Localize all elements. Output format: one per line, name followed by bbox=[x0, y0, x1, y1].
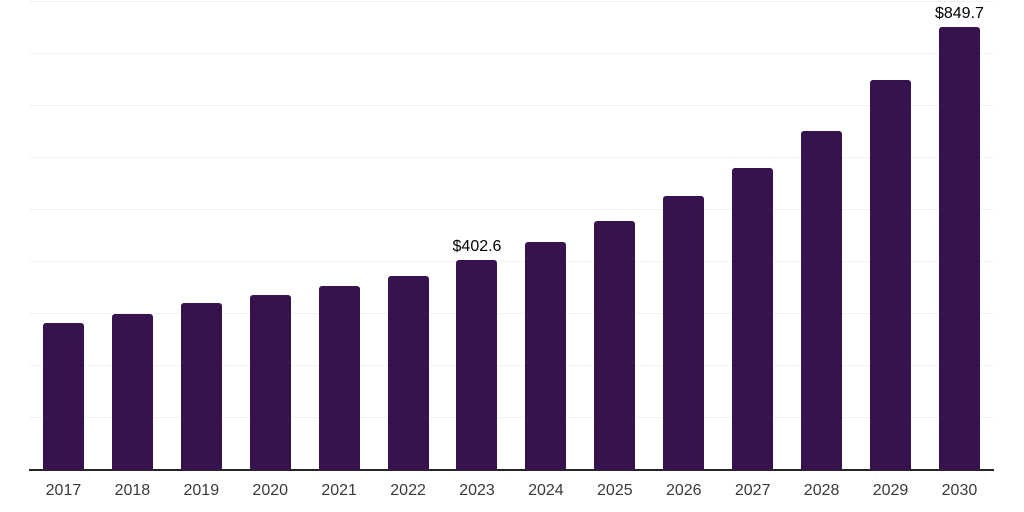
x-tick-label-2019: 2019 bbox=[183, 482, 220, 499]
x-tick-label-2029: 2029 bbox=[872, 482, 909, 499]
x-axis-tick-labels: 2017 2018 2019 2020 2021 2022 2023 2024 2025 2026… bbox=[29, 481, 994, 500]
x-tick-label-2023: 2023 bbox=[459, 482, 495, 499]
x-tick-label-2021: 2021 bbox=[321, 482, 357, 499]
gridline-300 bbox=[29, 313, 994, 315]
x-tick-label-2025: 2025 bbox=[597, 482, 633, 499]
gridline-800 bbox=[29, 53, 994, 55]
bar-2020 bbox=[249, 294, 291, 470]
bar-slot-2029 bbox=[856, 1, 925, 470]
bar-2022 bbox=[387, 275, 429, 470]
x-tick-label-2026: 2026 bbox=[665, 482, 702, 499]
bar-2019 bbox=[180, 302, 222, 470]
x-tick-label-2027: 2027 bbox=[734, 482, 771, 499]
bar-slot-2019 bbox=[167, 1, 236, 470]
bar-2017 bbox=[42, 323, 84, 470]
gridline-600 bbox=[29, 157, 994, 159]
bar-slot-2024 bbox=[511, 1, 580, 470]
bar-slot-2027 bbox=[718, 1, 787, 470]
x-tick-label-2028: 2028 bbox=[803, 482, 840, 499]
bar-slot-2030: $849.7 bbox=[925, 1, 994, 470]
gridline-500 bbox=[29, 209, 994, 211]
x-tick-label-2020: 2020 bbox=[252, 482, 289, 499]
x-tick-label-2024: 2024 bbox=[528, 482, 564, 499]
bar-2026 bbox=[663, 196, 705, 470]
x-tick-label-2017: 2017 bbox=[45, 482, 82, 499]
x-tick-label-2018: 2018 bbox=[114, 482, 151, 499]
bar-2027 bbox=[732, 167, 774, 470]
x-axis-line bbox=[29, 469, 994, 471]
bar-2024 bbox=[525, 242, 567, 470]
bar-slot-2028 bbox=[787, 1, 856, 470]
x-tick-label-2030: 2030 bbox=[941, 482, 978, 499]
bar-slot-2021 bbox=[305, 1, 374, 470]
bar-2029 bbox=[870, 80, 912, 470]
bar-2025 bbox=[594, 220, 636, 470]
gridline-200 bbox=[29, 365, 994, 367]
bar-slot-2026 bbox=[649, 1, 718, 470]
bar-slot-2023: $402.6 bbox=[443, 1, 512, 470]
bar-slot-2025 bbox=[580, 1, 649, 470]
bar-value-label-2023: $402.6 bbox=[452, 237, 502, 255]
bar-2018 bbox=[111, 314, 153, 470]
bar-slot-2020 bbox=[236, 1, 305, 470]
bar-2023 bbox=[456, 259, 498, 470]
plot-area: $402.6 $849.7 bbox=[29, 1, 994, 470]
gridline-900 bbox=[29, 1, 994, 2]
gridline-100 bbox=[29, 417, 994, 419]
bar-slot-2022 bbox=[374, 1, 443, 470]
bar-2021 bbox=[318, 286, 360, 470]
x-tick-label-2022: 2022 bbox=[390, 482, 426, 499]
bar-slot-2018 bbox=[98, 1, 167, 470]
bar-slot-2017 bbox=[29, 1, 98, 470]
bar-value-label-2030: $849.7 bbox=[934, 5, 984, 23]
bar-2028 bbox=[801, 131, 843, 470]
gridline-700 bbox=[29, 105, 994, 107]
bar-2030 bbox=[938, 27, 980, 470]
gridline-400 bbox=[29, 261, 994, 263]
